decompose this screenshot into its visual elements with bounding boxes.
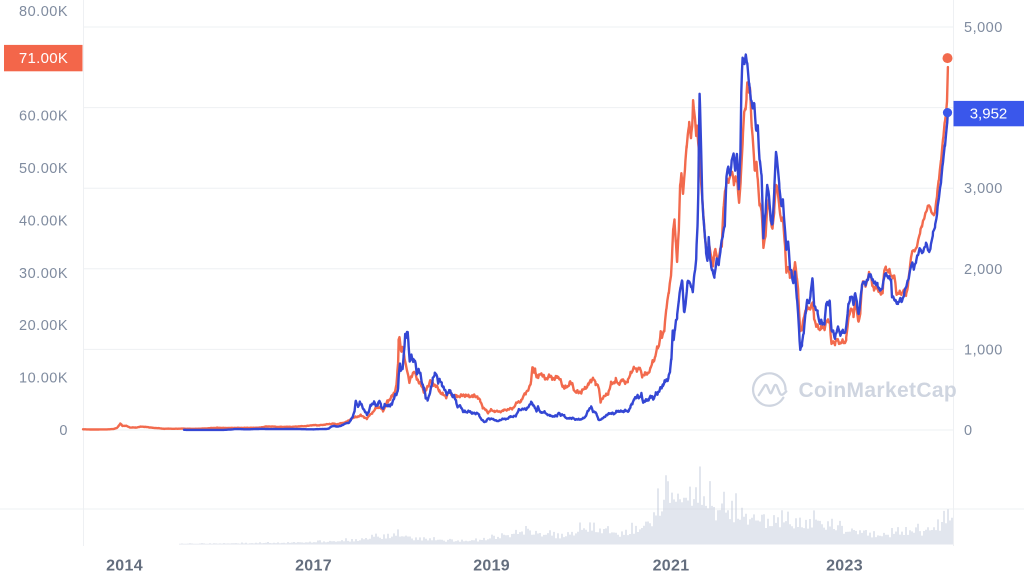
svg-text:CoinMarketCap: CoinMarketCap — [799, 379, 958, 402]
svg-text:71.00K: 71.00K — [19, 50, 68, 67]
svg-text:0: 0 — [59, 423, 68, 439]
svg-text:2023: 2023 — [826, 558, 863, 575]
svg-text:3,000: 3,000 — [964, 181, 1003, 197]
svg-text:3,952: 3,952 — [970, 106, 1008, 123]
svg-text:2,000: 2,000 — [964, 262, 1003, 278]
svg-text:20.00K: 20.00K — [19, 318, 68, 334]
svg-text:80.00K: 80.00K — [19, 4, 68, 20]
svg-text:40.00K: 40.00K — [19, 214, 68, 230]
svg-text:10.00K: 10.00K — [19, 371, 68, 387]
svg-text:1,000: 1,000 — [964, 342, 1003, 358]
svg-text:60.00K: 60.00K — [19, 109, 68, 125]
svg-text:2014: 2014 — [106, 558, 143, 575]
svg-text:30.00K: 30.00K — [19, 266, 68, 282]
svg-text:2021: 2021 — [653, 558, 690, 575]
svg-text:5,000: 5,000 — [964, 20, 1003, 36]
svg-text:2019: 2019 — [473, 558, 510, 575]
svg-text:2017: 2017 — [295, 558, 332, 575]
svg-text:0: 0 — [964, 423, 973, 439]
svg-text:50.00K: 50.00K — [19, 161, 68, 177]
